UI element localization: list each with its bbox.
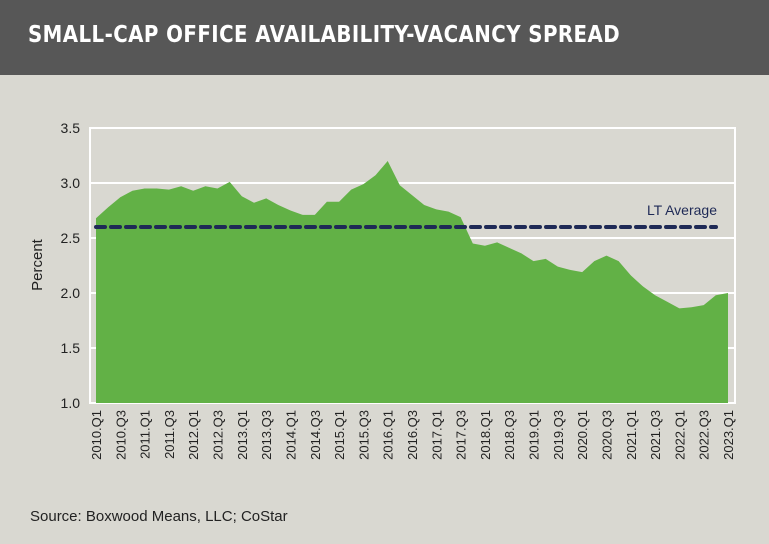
x-tick-label: 2014.Q3: [308, 410, 323, 460]
x-tick-label: 2013.Q1: [235, 410, 250, 460]
x-tick-label: 2018.Q3: [502, 410, 517, 460]
x-tick-label: 2015.Q1: [332, 410, 347, 460]
source-note: Source: Boxwood Means, LLC; CoStar: [30, 508, 288, 525]
y-tick-label: 2.0: [61, 285, 81, 301]
x-tick-label: 2010.Q3: [113, 410, 128, 460]
y-tick-label: 2.5: [61, 230, 81, 246]
y-tick-label: 1.0: [61, 395, 81, 411]
x-tick-label: 2015.Q3: [356, 410, 371, 460]
x-tick-label: 2017.Q1: [429, 410, 444, 460]
x-tick-label: 2017.Q3: [454, 410, 469, 460]
x-tick-label: 2011.Q3: [162, 410, 177, 459]
x-tick-label: 2023.Q1: [721, 410, 736, 460]
x-tick-label: 2020.Q3: [599, 410, 614, 460]
y-tick-label: 3.5: [61, 120, 81, 136]
lt-average-label: LT Average: [647, 202, 717, 218]
x-tick-label: 2016.Q1: [381, 410, 396, 460]
x-tick-label: 2022.Q1: [672, 410, 687, 460]
x-tick-label: 2021.Q3: [648, 410, 663, 460]
y-tick-label: 3.0: [61, 175, 81, 191]
x-tick-label: 2011.Q1: [138, 410, 153, 459]
x-tick-label: 2012.Q1: [186, 410, 201, 460]
chart-title: SMALL-CAP OFFICE AVAILABILITY-VACANCY SP…: [28, 22, 621, 48]
x-tick-label: 2022.Q3: [697, 410, 712, 460]
header-bar: SMALL-CAP OFFICE AVAILABILITY-VACANCY SP…: [0, 0, 769, 75]
x-tick-label: 2019.Q1: [527, 410, 542, 460]
x-tick-label: 2021.Q1: [624, 410, 639, 460]
x-tick-label: 2019.Q3: [551, 410, 566, 460]
x-tick-label: 2014.Q1: [283, 410, 298, 460]
x-tick-label: 2016.Q3: [405, 410, 420, 460]
x-tick-label: 2013.Q3: [259, 410, 274, 460]
series-area: [96, 161, 728, 403]
x-tick-label: 2012.Q3: [211, 410, 226, 460]
y-tick-label: 1.5: [61, 340, 81, 356]
x-tick-label: 2010.Q1: [89, 410, 104, 460]
x-tick-label: 2020.Q1: [575, 410, 590, 460]
y-axis-label: Percent: [29, 238, 46, 291]
x-tick-label: 2018.Q1: [478, 410, 493, 460]
